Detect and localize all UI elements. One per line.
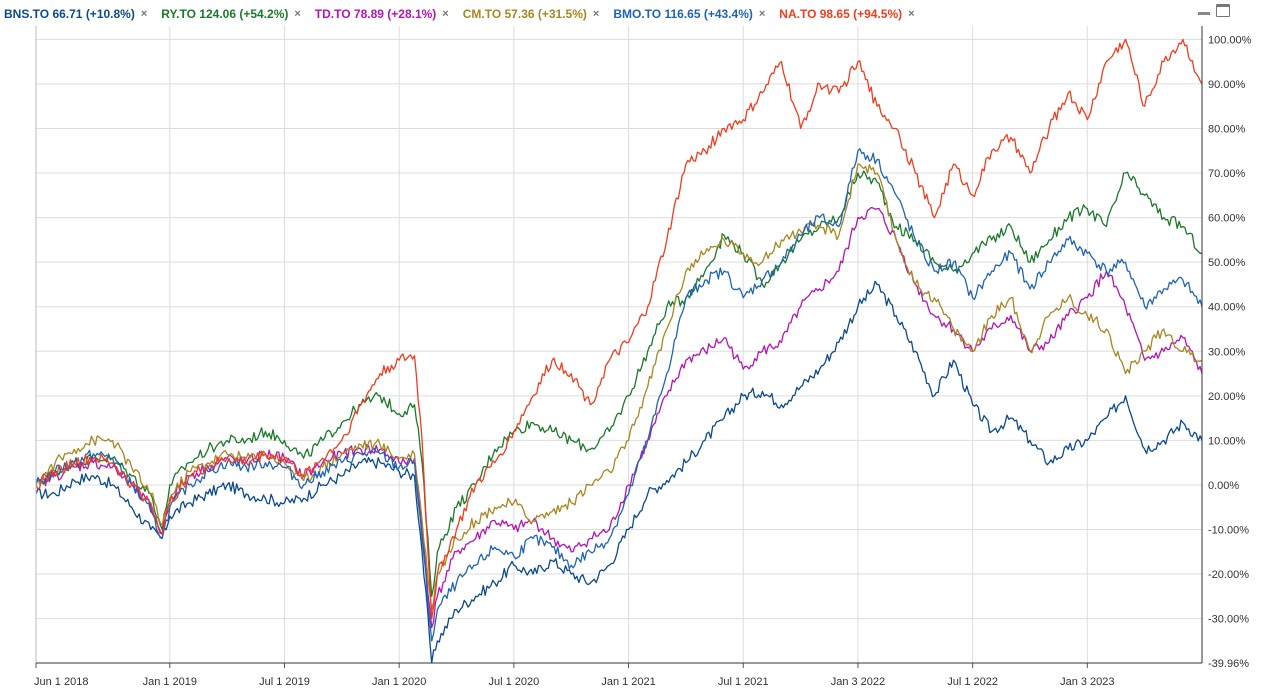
- close-icon[interactable]: ×: [140, 8, 148, 20]
- legend-label: BMO.TO 116.65 (+43.4%): [613, 7, 753, 21]
- window-icon[interactable]: [1216, 4, 1230, 17]
- x-tick-label: Jul 1 2020: [488, 676, 539, 688]
- chart-legend: BNS.TO 66.71 (+10.8%) × RY.TO 124.06 (+54.…: [4, 6, 929, 22]
- y-tick-label: -39.96%: [1208, 658, 1249, 670]
- legend-label: RY.TO 124.06 (+54.2%): [161, 7, 289, 21]
- series-lines: [35, 38, 1203, 664]
- legend-item[interactable]: BMO.TO 116.65 (+43.4%) ×: [613, 7, 765, 21]
- x-tick-label: Jun 1 2018: [34, 676, 88, 688]
- y-tick-label: 60.00%: [1208, 213, 1246, 225]
- legend-item[interactable]: CM.TO 57.36 (+31.5%) ×: [463, 7, 600, 21]
- y-tick-label: 30.00%: [1208, 346, 1246, 358]
- legend-label: NA.TO 98.65 (+94.5%): [779, 7, 903, 21]
- close-icon[interactable]: ×: [294, 8, 301, 20]
- y-tick-label: 40.00%: [1208, 302, 1246, 314]
- close-icon[interactable]: ×: [908, 8, 915, 20]
- legend-label: BNS.TO 66.71 (+10.8%): [4, 7, 135, 21]
- close-icon[interactable]: ×: [592, 8, 600, 20]
- y-tick-label: 20.00%: [1208, 391, 1246, 403]
- legend-item[interactable]: BNS.TO 66.71 (+10.8%) ×: [4, 7, 147, 21]
- series-line-bns-to: [35, 280, 1203, 664]
- y-tick-label: 70.00%: [1208, 168, 1246, 180]
- x-tick-label: Jul 1 2019: [259, 676, 310, 688]
- series-line-na-to: [35, 38, 1203, 620]
- y-tick-label: -10.00%: [1208, 525, 1249, 537]
- y-tick-label: 80.00%: [1208, 123, 1246, 135]
- series-line-td-to: [35, 206, 1203, 629]
- chart-controls: [1198, 4, 1230, 17]
- x-tick-label: Jul 1 2022: [947, 676, 998, 688]
- x-tick-label: Jan 1 2021: [601, 676, 655, 688]
- y-tick-label: 0.00%: [1208, 480, 1239, 492]
- x-tick-label: Jul 1 2021: [718, 676, 769, 688]
- series-line-bmo-to: [35, 148, 1203, 642]
- y-tick-label: 50.00%: [1208, 257, 1246, 269]
- series-line-ry-to: [35, 170, 1203, 597]
- y-tick-label: 10.00%: [1208, 435, 1246, 447]
- y-tick-label: -20.00%: [1208, 569, 1249, 581]
- legend-label: TD.TO 78.89 (+28.1%): [314, 7, 437, 21]
- y-tick-label: -30.00%: [1208, 614, 1249, 626]
- x-tick-label: Jan 3 2022: [831, 676, 885, 688]
- close-icon[interactable]: ×: [442, 8, 449, 20]
- legend-label: CM.TO 57.36 (+31.5%): [462, 7, 587, 21]
- legend-item[interactable]: NA.TO 98.65 (+94.5%) ×: [779, 7, 914, 21]
- series-line-cm-to: [35, 163, 1203, 611]
- y-tick-label: 100.00%: [1208, 34, 1252, 46]
- close-icon[interactable]: ×: [758, 8, 766, 20]
- legend-item[interactable]: TD.TO 78.89 (+28.1%) ×: [315, 7, 449, 21]
- x-tick-label: Jan 3 2023: [1060, 676, 1114, 688]
- x-tick-label: Jan 1 2019: [143, 676, 197, 688]
- legend-item[interactable]: RY.TO 124.06 (+54.2%) ×: [161, 7, 301, 21]
- x-tick-label: Jan 1 2020: [372, 676, 426, 688]
- chart-axes: 100.00% 90.00% 80.00% 70.00% 60.00% 50.00% 40.…: [34, 26, 1252, 688]
- y-tick-label: 90.00%: [1208, 79, 1246, 91]
- minimize-icon[interactable]: [1198, 12, 1210, 15]
